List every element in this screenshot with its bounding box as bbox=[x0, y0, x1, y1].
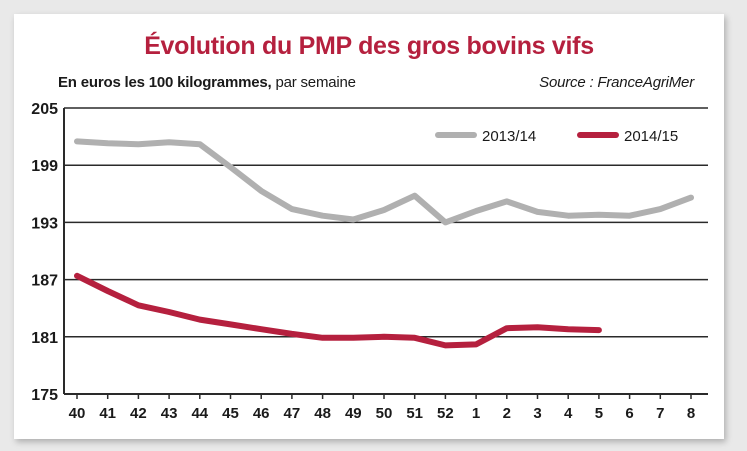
x-tick-label: 46 bbox=[253, 405, 270, 422]
series-line-current bbox=[74, 272, 602, 349]
y-tick-label: 199 bbox=[31, 158, 58, 175]
x-tick-label: 41 bbox=[99, 405, 116, 422]
y-tick-label: 181 bbox=[31, 330, 58, 347]
x-tick-label: 51 bbox=[406, 405, 423, 422]
x-tick-label: 42 bbox=[130, 405, 147, 422]
series-line-previous bbox=[74, 138, 694, 226]
x-tick-label: 49 bbox=[345, 405, 362, 422]
x-tick-label: 2 bbox=[503, 405, 511, 422]
y-tick-label: 187 bbox=[31, 273, 58, 290]
y-tick-label: 193 bbox=[31, 215, 58, 232]
chart-subtitle: En euros les 100 kilogrammes, par semain… bbox=[58, 74, 356, 91]
x-tick-label: 47 bbox=[284, 405, 301, 422]
x-tick-label: 52 bbox=[437, 405, 454, 422]
chart-source: Source : FranceAgriMer bbox=[539, 74, 694, 91]
x-tick-label: 4 bbox=[564, 405, 573, 422]
chart-card: Évolution du PMP des gros bovins vifs En… bbox=[14, 14, 724, 439]
x-tick-label: 40 bbox=[69, 405, 86, 422]
x-tick-label: 1 bbox=[472, 405, 480, 422]
x-tick-label: 7 bbox=[656, 405, 664, 422]
x-tick-label: 45 bbox=[222, 405, 239, 422]
legend-label: 2013/14 bbox=[482, 128, 536, 145]
y-tick-label: 175 bbox=[31, 387, 58, 404]
y-tick-label: 205 bbox=[31, 101, 58, 118]
chart-title: Évolution du PMP des gros bovins vifs bbox=[144, 32, 594, 60]
x-tick-label: 5 bbox=[595, 405, 603, 422]
x-tick-label: 43 bbox=[161, 405, 178, 422]
x-tick-label: 50 bbox=[376, 405, 393, 422]
x-tick-label: 8 bbox=[687, 405, 695, 422]
subtitle-unit: En euros les 100 kilogrammes, bbox=[58, 74, 272, 91]
x-tick-label: 48 bbox=[314, 405, 331, 422]
x-tick-label: 44 bbox=[191, 405, 208, 422]
x-tick-label: 3 bbox=[533, 405, 541, 422]
subtitle-period: par semaine bbox=[271, 74, 356, 91]
x-tick-label: 6 bbox=[625, 405, 633, 422]
legend-label: 2014/15 bbox=[624, 128, 678, 145]
